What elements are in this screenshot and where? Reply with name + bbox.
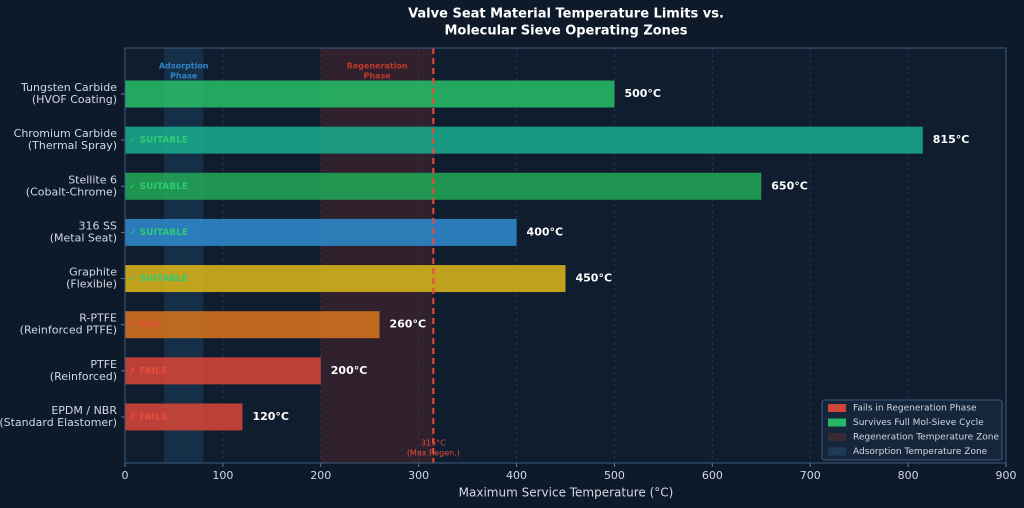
x-tick-label: 400 [506,469,527,482]
value-label: 450°C [576,272,613,285]
reference-label: (Max Regen.) [407,449,460,458]
value-label: 815°C [933,133,970,146]
bar [125,311,380,339]
x-tick-label: 900 [996,469,1017,482]
value-label: 400°C [527,225,564,238]
legend-label: Regeneration Temperature Zone [853,433,999,443]
chart-title: Molecular Sieve Operating Zones [444,24,687,39]
x-tick-label: 0 [122,469,129,482]
status-label: ✓ SUITABLE [129,182,188,192]
y-tick-label: (Cobalt-Chrome) [26,185,117,198]
bar [125,218,517,246]
value-label: 650°C [771,179,808,192]
x-axis-label: Maximum Service Temperature (°C) [459,486,674,500]
x-tick-label: 100 [212,469,233,482]
status-label: ✗ FAILS [129,412,167,422]
value-label: 120°C [252,410,289,423]
y-tick-label: Chromium Carbide [14,127,118,140]
bar [125,357,321,385]
legend-swatch [828,447,846,456]
y-tick-label: 316 SS [79,219,117,232]
status-label: ✓ SUITABLE [129,228,188,238]
y-tick-label: Tungsten Carbide [20,81,117,94]
value-label: 500°C [624,87,661,100]
y-tick-label: (HVOF Coating) [32,93,117,106]
y-tick-label: R-PTFE [79,312,117,325]
y-tick-label: (Thermal Spray) [28,139,117,152]
x-tick-label: 200 [310,469,331,482]
zone-label: Phase [170,72,198,81]
legend-label: Fails in Regeneration Phase [853,404,977,414]
status-label: ✓ SUITABLE [129,136,188,146]
reference-label: 315°C [421,439,446,448]
bar [125,126,923,154]
zone-label: Regeneration [347,62,408,71]
y-tick-label: PTFE [90,358,117,371]
y-tick-label: (Reinforced PTFE) [20,324,117,337]
y-tick-label: Graphite [69,266,117,279]
plot-frame [124,47,1007,464]
x-tick-label: 600 [702,469,723,482]
status-label: ✓ SUITABLE [129,274,188,284]
y-tick-label: Stellite 6 [68,173,117,186]
chart-title: Valve Seat Material Temperature Limits v… [408,7,724,22]
status-label: ✗ FAILS [129,366,167,376]
plot-area [125,48,1006,463]
zone [320,48,434,463]
legend-swatch [828,433,846,441]
x-tick-label: 700 [800,469,821,482]
legend-swatch [828,404,846,412]
y-tick-label: (Metal Seat) [50,231,117,244]
legend-swatch [828,418,846,427]
x-tick-label: 800 [898,469,919,482]
zone [164,48,204,463]
legend-label: Adsorption Temperature Zone [853,447,988,457]
value-label: 200°C [331,364,368,377]
y-tick-label: (Flexible) [66,278,117,291]
x-tick-label: 500 [604,469,625,482]
x-tick-label: 300 [408,469,429,482]
zone-label: Phase [363,72,391,81]
bar [125,265,566,293]
legend-label: Survives Full Mol-Sieve Cycle [853,418,984,428]
y-tick-label: (Standard Elastomer) [0,416,117,429]
value-label: 260°C [390,318,427,331]
y-tick-label: (Reinforced) [50,370,117,383]
zone-label: Adsorption [159,62,209,71]
bar [125,172,762,200]
legend-box [821,399,1003,461]
status-label: ✗ FAIL [129,320,161,330]
bar [125,80,615,108]
bar [125,403,243,431]
y-tick-label: EPDM / NBR [51,404,117,417]
